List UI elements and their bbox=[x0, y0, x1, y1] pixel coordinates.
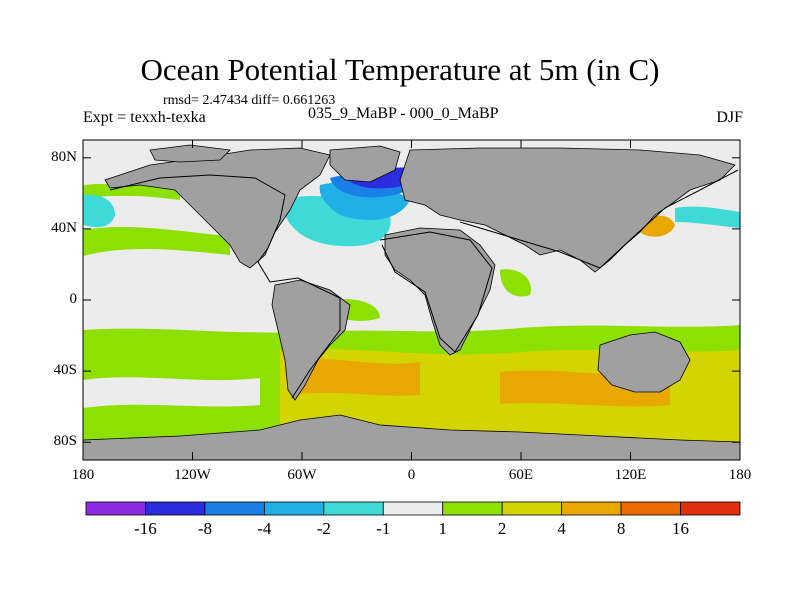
land-australia bbox=[597, 331, 691, 393]
land-arctic-islands bbox=[149, 144, 231, 163]
anomaly-orange-south-atl bbox=[300, 359, 420, 396]
subtitle: 035_9_MaBP - 000_0_MaBP bbox=[308, 105, 499, 122]
colorbar-label: -4 bbox=[257, 519, 272, 538]
colorbar-swatch bbox=[263, 501, 325, 516]
lon-tick-label: 180 bbox=[71, 467, 95, 483]
lat-tick-label: 80N bbox=[51, 148, 77, 165]
colorbar-label: 2 bbox=[497, 519, 507, 538]
stats-text: rmsd= 2.47434 diff= 0.661263 bbox=[163, 93, 336, 108]
colorbar-label: 16 bbox=[672, 519, 690, 538]
colorbar-swatch bbox=[442, 501, 503, 516]
coastline-americas bbox=[109, 174, 341, 399]
colorbar-label: 4 bbox=[557, 519, 566, 538]
colorbar-label: -1 bbox=[376, 519, 391, 538]
lon-tick-label: 0 bbox=[407, 467, 416, 483]
lon-tick-label: 60W bbox=[287, 467, 317, 483]
lat-tick-label: 80S bbox=[53, 433, 77, 450]
experiment-label: Expt = texxh-texka bbox=[83, 109, 206, 126]
anomaly-white-south bbox=[83, 377, 260, 408]
colorbar-swatch bbox=[382, 501, 444, 516]
anomaly-cyan-nwpac bbox=[675, 206, 740, 228]
colorbar-swatch bbox=[145, 501, 206, 516]
season-label: DJF bbox=[716, 109, 743, 126]
colorbar-swatch bbox=[680, 501, 741, 516]
lat-tick-label: 40N bbox=[51, 219, 77, 236]
land-mask bbox=[83, 144, 740, 460]
lon-tick-label: 120E bbox=[614, 467, 647, 483]
land-antarctica bbox=[83, 414, 740, 460]
colorbar-label: -2 bbox=[316, 519, 331, 538]
anomaly-cyan-npac bbox=[83, 194, 115, 228]
lon-tick-label: 120W bbox=[174, 467, 211, 483]
colorbar-label: 8 bbox=[616, 519, 626, 538]
coastline-old-world bbox=[379, 231, 493, 353]
anomaly-green-npac bbox=[83, 226, 230, 256]
lon-tick-label: 180 bbox=[728, 467, 752, 483]
lon-tick-label: 60E bbox=[508, 467, 534, 483]
colorbar-swatch bbox=[501, 501, 563, 516]
axis-ticks bbox=[82, 140, 741, 460]
map-title: Ocean Potential Temperature at 5m (in C) bbox=[140, 52, 660, 87]
colorbar bbox=[85, 501, 741, 516]
lat-tick-label: 0 bbox=[69, 291, 78, 307]
coastlines bbox=[109, 169, 739, 399]
colorbar-label: -16 bbox=[134, 519, 157, 538]
colorbar-swatch bbox=[323, 501, 384, 516]
land-south-america bbox=[271, 279, 351, 401]
colorbar-label: -8 bbox=[197, 519, 212, 538]
land-greenland bbox=[329, 145, 401, 183]
land-africa bbox=[384, 227, 496, 356]
colorbar-label: 1 bbox=[438, 519, 447, 538]
colorbar-swatch bbox=[620, 501, 681, 516]
anomaly-field bbox=[83, 167, 740, 460]
coastline-asia bbox=[459, 169, 739, 269]
colorbar-swatch bbox=[85, 501, 146, 516]
lat-tick-label: 40S bbox=[53, 362, 77, 379]
colorbar-swatch bbox=[561, 501, 622, 516]
map-plot-area bbox=[83, 140, 740, 460]
anomaly-green-indian bbox=[500, 269, 531, 297]
colorbar-swatch bbox=[204, 501, 265, 516]
